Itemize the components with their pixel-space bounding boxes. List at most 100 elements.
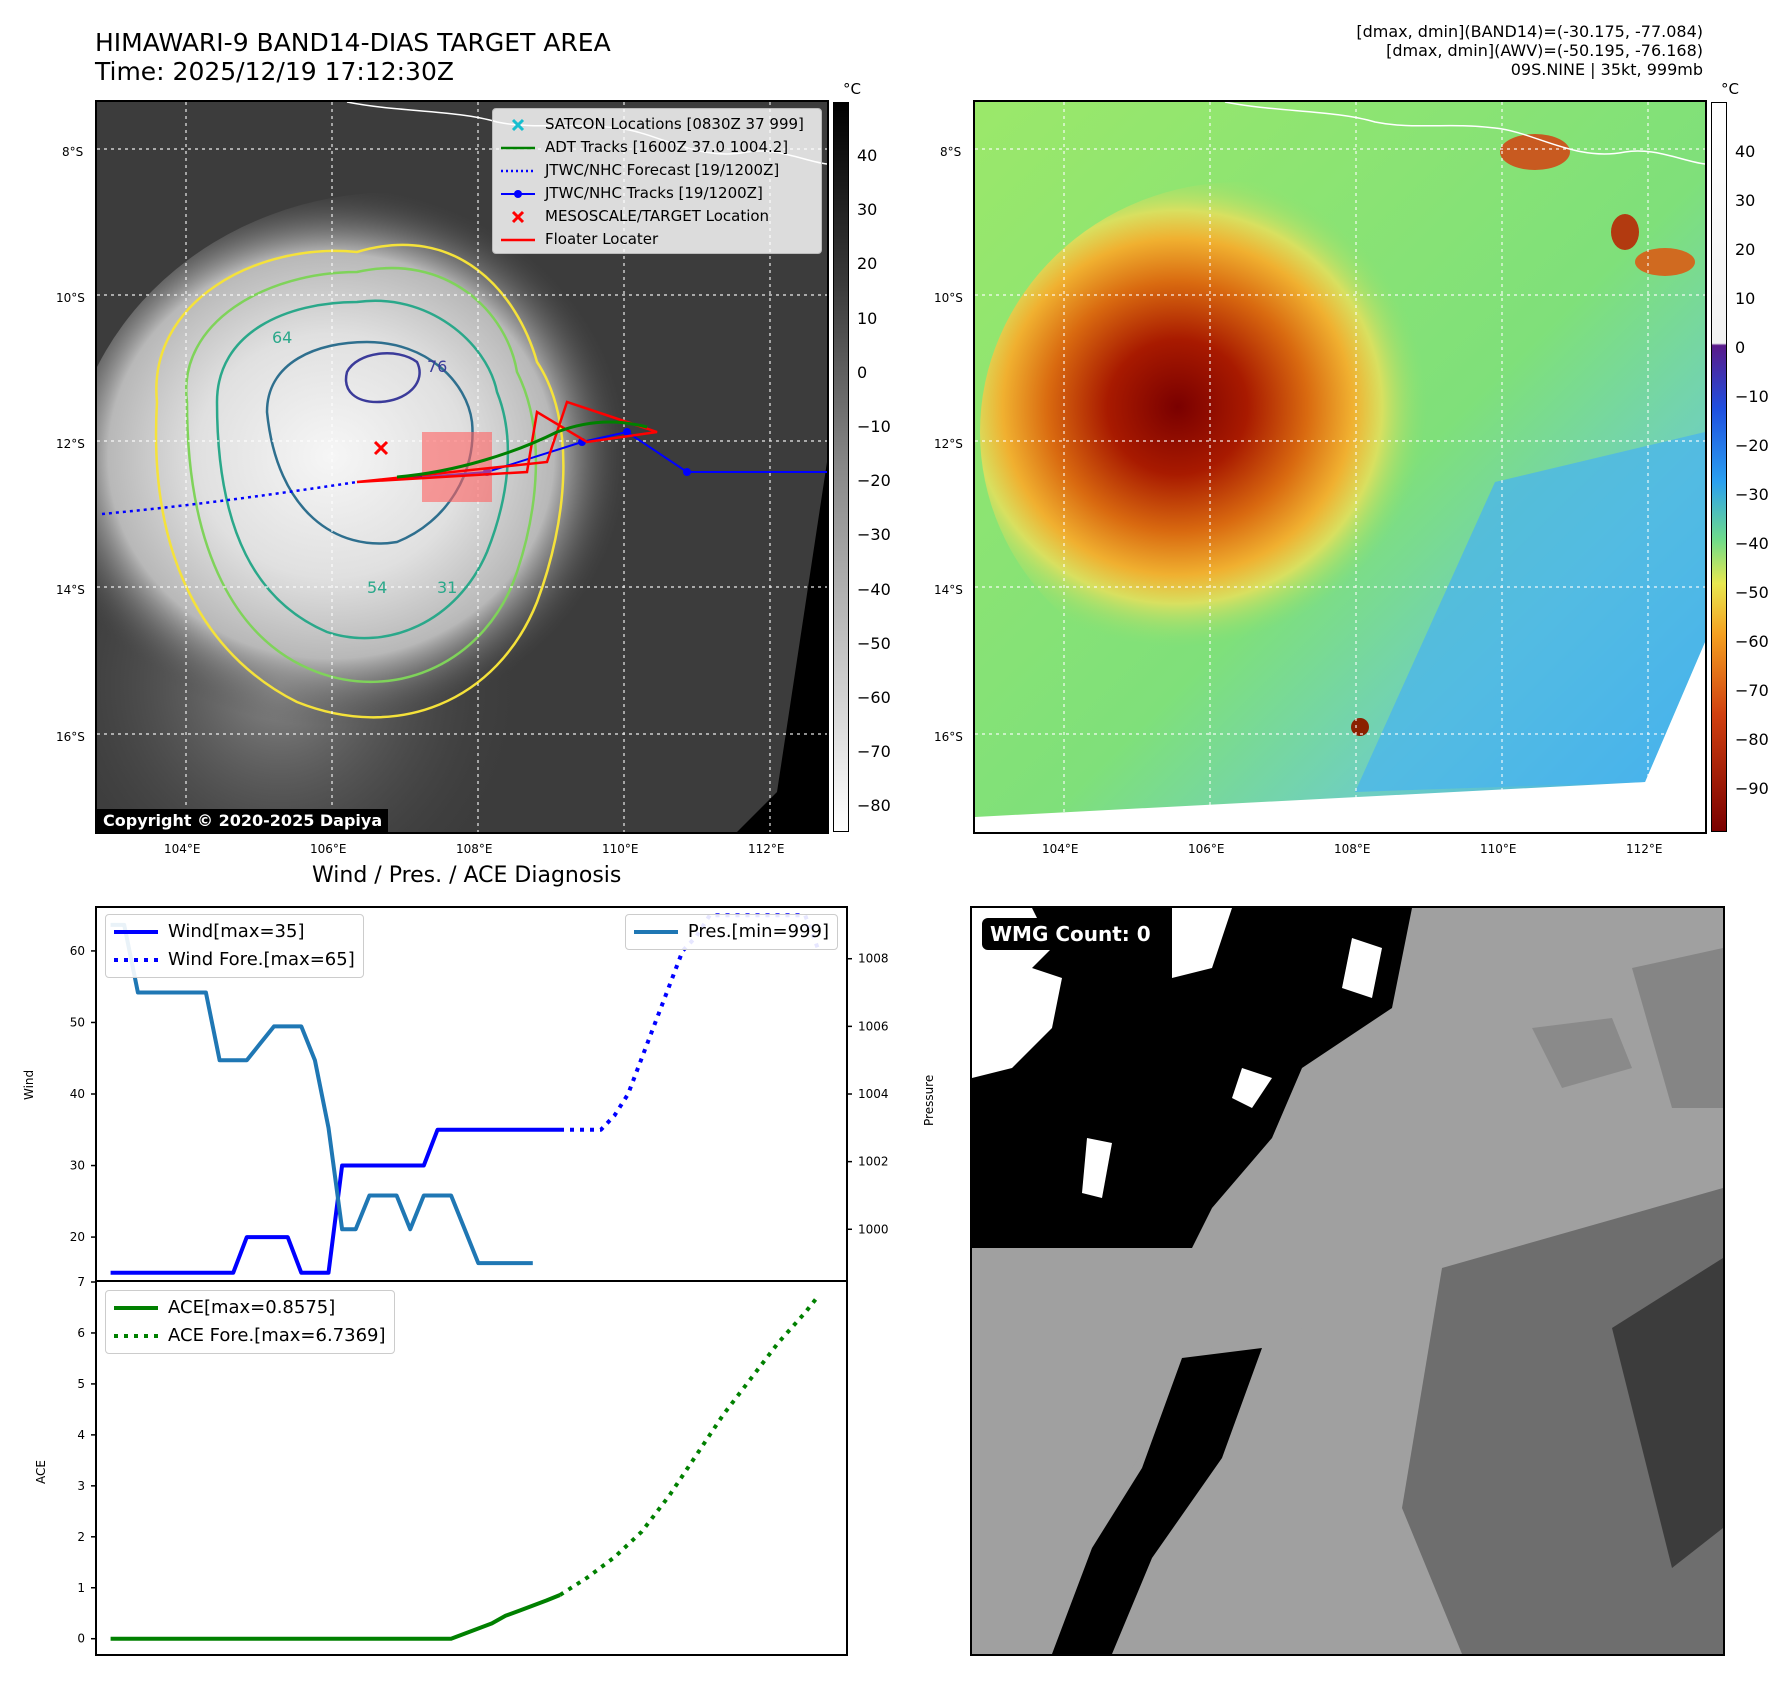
colorbar-tick-label: 30	[857, 200, 878, 220]
legend-item: ACE Fore.[max=6.7369]	[114, 1322, 386, 1350]
series-line	[110, 922, 533, 1266]
legend-item: Wind Fore.[max=65]	[114, 946, 355, 974]
colorbar-tick-label: 10	[1735, 289, 1756, 308]
pressure-axis-label: Pressure	[922, 1074, 936, 1126]
storm-info: 09S.NINE | 35kt, 999mb	[1510, 60, 1703, 79]
lon-label: 106°E	[310, 842, 347, 856]
dotted-line-icon	[114, 1334, 158, 1338]
ir-colorbar	[833, 102, 849, 832]
lon-label: 106°E	[1188, 842, 1225, 856]
axis-tick-label: 50	[70, 1015, 85, 1029]
ace-panel: 7 6 5 4 3 2 1 0 ACE[max=0.8575] ACE Fore.[max=6…	[77, 1275, 848, 1656]
axis-tick-label: 1004	[858, 1087, 889, 1101]
axis-tick-label: 3	[77, 1479, 85, 1493]
legend-item: Wind[max=35]	[114, 918, 355, 946]
colorbar-tick-label: 0	[857, 362, 868, 382]
dotted-line-icon	[114, 958, 158, 962]
legend-label: Wind[max=35]	[168, 921, 305, 942]
line-marker-icon	[501, 143, 535, 153]
colorbar-tick-label: 20	[1735, 240, 1756, 259]
legend-item: SATCON Locations [0830Z 37 999]	[501, 113, 813, 136]
legend-item: MESOSCALE/TARGET Location	[501, 205, 813, 228]
ir-colorbar-unit: °C	[843, 80, 861, 98]
lon-label: 110°E	[1480, 842, 1517, 856]
colorbar-tick-label: 0	[1735, 338, 1746, 357]
colorbar-tick-label: −10	[1735, 387, 1769, 406]
colorbar-tick-label: 40	[857, 146, 878, 165]
legend-item: Floater Locater	[501, 228, 813, 251]
axis-tick-label: 6	[77, 1326, 85, 1340]
legend-label: ACE Fore.[max=6.7369]	[168, 1325, 386, 1346]
line-dot-icon	[501, 189, 535, 199]
series-line	[110, 1127, 560, 1275]
axis-tick-label: 5	[77, 1377, 85, 1391]
colorbar-tick-label: −90	[1735, 779, 1769, 798]
colorbar-tick-label: 30	[1735, 191, 1756, 210]
axis-tick-label: 1002	[858, 1155, 889, 1169]
lat-label: 10°S	[934, 291, 963, 305]
legend-item: JTWC/NHC Tracks [19/1200Z]	[501, 182, 813, 205]
diagnosis-title: Wind / Pres. / ACE Diagnosis	[312, 863, 622, 888]
lat-label: 8°S	[940, 145, 962, 159]
color-colorbar-unit: °C	[1721, 80, 1739, 98]
band14-range: [dmax, dmin](BAND14)=(-30.175, -77.084)	[1356, 22, 1703, 41]
axis-tick-label: 1006	[858, 1019, 889, 1033]
axis-tick-label: 1008	[858, 952, 889, 966]
legend-label: SATCON Locations [0830Z 37 999]	[545, 115, 804, 133]
colorbar-tick-label: −70	[857, 742, 891, 762]
lat-label: 16°S	[56, 730, 85, 744]
legend-label: Wind Fore.[max=65]	[168, 949, 355, 970]
lon-label: 108°E	[1334, 842, 1371, 856]
contour-label: 76	[427, 357, 448, 376]
colorbar-tick-label: −80	[1735, 730, 1769, 749]
legend-label: Pres.[min=999]	[687, 921, 829, 942]
legend-label: JTWC/NHC Forecast [19/1200Z]	[545, 161, 780, 179]
solid-line-icon	[633, 930, 678, 934]
contour-label: 64	[272, 328, 293, 347]
ace-plot: 7 6 5 4 3 2 1 0	[77, 1275, 821, 1646]
axis-tick-label: 2	[77, 1530, 85, 1544]
legend-item: Pres.[min=999]	[633, 918, 829, 946]
wmg-panel: WMG Count: 0	[970, 906, 1725, 1656]
axis-tick-label: 30	[70, 1159, 85, 1173]
colorbar-tick-label: −30	[857, 525, 891, 545]
lat-label: 12°S	[934, 437, 963, 451]
ir-map-panel: 64 76 54 31 SATCON Locations [0830Z 37 9…	[95, 100, 829, 834]
colorbar-tick-label: −40	[857, 579, 891, 599]
lon-label: 112°E	[1626, 842, 1663, 856]
line-marker-icon	[501, 235, 535, 245]
legend-label: MESOSCALE/TARGET Location	[545, 207, 770, 225]
lat-label: 14°S	[56, 583, 85, 597]
colorbar-tick-label: −50	[1735, 583, 1769, 602]
colorbar-tick-label: 20	[857, 254, 878, 274]
lon-label: 108°E	[456, 842, 493, 856]
colorbar-tick-label: −40	[1735, 534, 1769, 553]
color-imagery	[975, 102, 1705, 832]
legend-item: JTWC/NHC Forecast [19/1200Z]	[501, 159, 813, 182]
pressure-legend: Pres.[min=999]	[624, 914, 838, 950]
series-line	[558, 1294, 821, 1597]
legend-label: ADT Tracks [1600Z 37.0 1004.2]	[545, 138, 789, 156]
colorbar-tick-label: −80	[857, 796, 891, 816]
legend-label: Floater Locater	[545, 230, 659, 248]
colorbar-tick-label: −50	[857, 633, 891, 653]
wind-axis-label: Wind	[22, 1069, 36, 1100]
axis-tick-label: 4	[77, 1428, 85, 1442]
axis-tick-label: 40	[70, 1087, 85, 1101]
colorbar-tick-label: 10	[857, 308, 878, 328]
legend-label: JTWC/NHC Tracks [19/1200Z]	[545, 184, 763, 202]
contour-label: 31	[437, 578, 458, 597]
copyright-label: Copyright © 2020-2025 Dapiya	[97, 809, 389, 832]
series-line	[110, 1593, 561, 1641]
color-map-panel	[973, 100, 1707, 834]
dotted-line-icon	[501, 166, 535, 176]
ace-axis-label: ACE	[34, 1460, 48, 1484]
colorbar-tick-label: −30	[1735, 485, 1769, 504]
colorbar-tick-label: −20	[1735, 436, 1769, 455]
axis-tick-label: 1000	[858, 1222, 889, 1236]
lon-label: 110°E	[602, 842, 639, 856]
x-marker-icon	[501, 210, 535, 223]
wmg-count-badge: WMG Count: 0	[982, 918, 1159, 950]
awv-range: [dmax, dmin](AWV)=(-50.195, -76.168)	[1386, 41, 1703, 60]
axis-tick-label: 0	[77, 1632, 85, 1646]
